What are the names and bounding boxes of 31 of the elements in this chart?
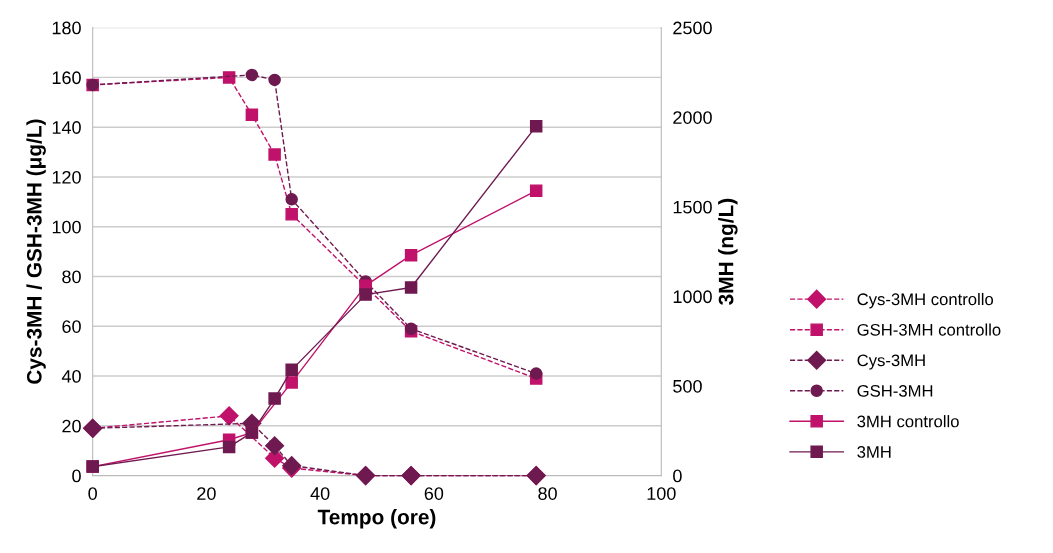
x-tick-label: 0	[88, 487, 97, 500]
y2-tick-label: 2000	[673, 111, 712, 124]
y-tick-label: 100	[52, 220, 81, 234]
y-tick-label: 120	[52, 170, 81, 184]
x-tick-label: 20	[197, 487, 216, 500]
y-tick-label: 60	[62, 320, 81, 333]
legend-label: Cys-3MH controllo	[857, 292, 994, 309]
y2-tick-label: 500	[673, 379, 702, 393]
x-axis-title: Tempo (ore)	[317, 509, 436, 529]
y-tick-label: 80	[62, 270, 81, 284]
legend-label: GSH-3MH controllo	[857, 323, 1001, 336]
y-tick-label: 180	[52, 21, 81, 35]
y2-tick-label: 2500	[673, 21, 712, 35]
legend-label: Cys-3MH	[857, 354, 925, 370]
y-tick-label: 20	[62, 419, 81, 433]
y2-tick-label: 1500	[673, 200, 712, 214]
legend-label: 3MH controllo	[857, 415, 959, 428]
legend-label: 3MH	[857, 446, 891, 458]
y2-tick-label: 1000	[673, 290, 712, 304]
y-tick-label: 140	[52, 121, 81, 134]
y-tick-label: 40	[61, 369, 81, 383]
y-axis-title: Cys-3MH / GSH-3MH (μg/L)	[26, 119, 46, 384]
x-tick-label: 80	[538, 487, 557, 500]
legend-label: GSH-3MH	[857, 384, 933, 397]
x-tick-label: 60	[424, 487, 444, 500]
y2-axis-title: 3MH (ng/L)	[718, 198, 738, 305]
x-tick-label: 40	[310, 487, 330, 500]
y-tick-label: 0	[72, 469, 81, 483]
y-tick-label: 160	[52, 71, 81, 85]
y2-tick-label: 0	[673, 469, 682, 483]
x-tick-label: 100	[647, 487, 676, 500]
